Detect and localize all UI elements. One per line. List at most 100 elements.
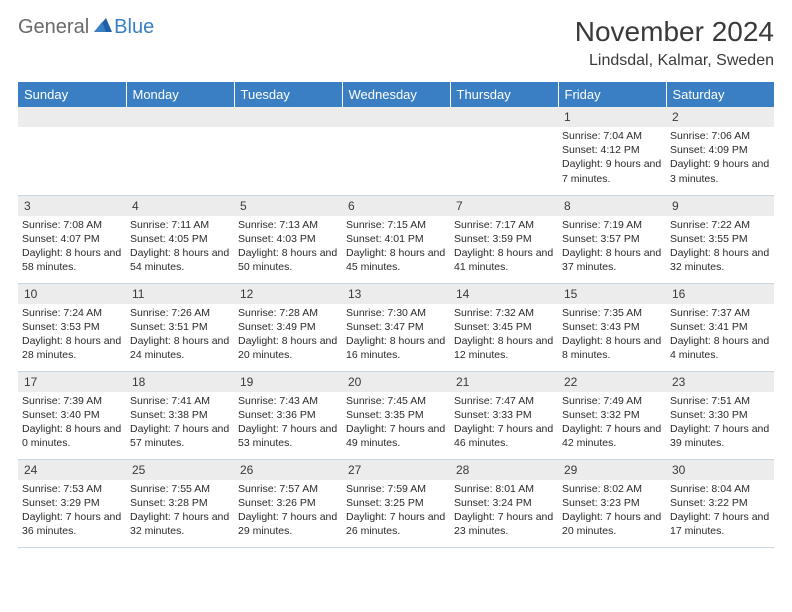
calendar-row: 17Sunrise: 7:39 AMSunset: 3:40 PMDayligh… <box>18 371 774 459</box>
calendar-row: 1Sunrise: 7:04 AMSunset: 4:12 PMDaylight… <box>18 107 774 195</box>
calendar-cell: 23Sunrise: 7:51 AMSunset: 3:30 PMDayligh… <box>666 371 774 459</box>
header: General Blue November 2024 Lindsdal, Kal… <box>18 16 774 70</box>
day-body: Sunrise: 7:51 AMSunset: 3:30 PMDaylight:… <box>666 392 774 455</box>
day-number: 4 <box>126 196 234 216</box>
day-number: 21 <box>450 372 558 392</box>
logo-text-general: General <box>18 16 89 39</box>
calendar-cell: 22Sunrise: 7:49 AMSunset: 3:32 PMDayligh… <box>558 371 666 459</box>
day-body: Sunrise: 7:49 AMSunset: 3:32 PMDaylight:… <box>558 392 666 455</box>
day-body: Sunrise: 8:01 AMSunset: 3:24 PMDaylight:… <box>450 480 558 543</box>
calendar-cell: 17Sunrise: 7:39 AMSunset: 3:40 PMDayligh… <box>18 371 126 459</box>
calendar-cell: 20Sunrise: 7:45 AMSunset: 3:35 PMDayligh… <box>342 371 450 459</box>
calendar-cell <box>450 107 558 195</box>
day-body: Sunrise: 7:06 AMSunset: 4:09 PMDaylight:… <box>666 127 774 190</box>
day-body: Sunrise: 7:22 AMSunset: 3:55 PMDaylight:… <box>666 216 774 279</box>
day-body: Sunrise: 7:17 AMSunset: 3:59 PMDaylight:… <box>450 216 558 279</box>
day-number: 25 <box>126 460 234 480</box>
day-number: 18 <box>126 372 234 392</box>
calendar-cell: 13Sunrise: 7:30 AMSunset: 3:47 PMDayligh… <box>342 283 450 371</box>
calendar-cell: 12Sunrise: 7:28 AMSunset: 3:49 PMDayligh… <box>234 283 342 371</box>
day-body: Sunrise: 8:02 AMSunset: 3:23 PMDaylight:… <box>558 480 666 543</box>
day-body: Sunrise: 7:30 AMSunset: 3:47 PMDaylight:… <box>342 304 450 367</box>
calendar-cell <box>18 107 126 195</box>
day-body: Sunrise: 8:04 AMSunset: 3:22 PMDaylight:… <box>666 480 774 543</box>
calendar-cell: 15Sunrise: 7:35 AMSunset: 3:43 PMDayligh… <box>558 283 666 371</box>
weekday-header: Sunday <box>18 82 126 107</box>
day-body: Sunrise: 7:41 AMSunset: 3:38 PMDaylight:… <box>126 392 234 455</box>
day-number-empty <box>450 107 558 127</box>
day-number: 13 <box>342 284 450 304</box>
logo: General Blue <box>18 16 154 39</box>
day-number: 5 <box>234 196 342 216</box>
day-number: 7 <box>450 196 558 216</box>
weekday-header: Tuesday <box>234 82 342 107</box>
weekday-header: Friday <box>558 82 666 107</box>
calendar-cell: 30Sunrise: 8:04 AMSunset: 3:22 PMDayligh… <box>666 459 774 547</box>
month-title: November 2024 <box>575 16 774 48</box>
calendar-cell: 11Sunrise: 7:26 AMSunset: 3:51 PMDayligh… <box>126 283 234 371</box>
calendar-cell: 3Sunrise: 7:08 AMSunset: 4:07 PMDaylight… <box>18 195 126 283</box>
calendar-cell: 29Sunrise: 8:02 AMSunset: 3:23 PMDayligh… <box>558 459 666 547</box>
day-body: Sunrise: 7:24 AMSunset: 3:53 PMDaylight:… <box>18 304 126 367</box>
day-body: Sunrise: 7:26 AMSunset: 3:51 PMDaylight:… <box>126 304 234 367</box>
title-block: November 2024 Lindsdal, Kalmar, Sweden <box>575 16 774 70</box>
day-body: Sunrise: 7:45 AMSunset: 3:35 PMDaylight:… <box>342 392 450 455</box>
day-body: Sunrise: 7:53 AMSunset: 3:29 PMDaylight:… <box>18 480 126 543</box>
day-number: 19 <box>234 372 342 392</box>
day-number: 2 <box>666 107 774 127</box>
calendar-cell: 21Sunrise: 7:47 AMSunset: 3:33 PMDayligh… <box>450 371 558 459</box>
day-body: Sunrise: 7:15 AMSunset: 4:01 PMDaylight:… <box>342 216 450 279</box>
calendar-cell <box>126 107 234 195</box>
day-number: 3 <box>18 196 126 216</box>
calendar-cell: 19Sunrise: 7:43 AMSunset: 3:36 PMDayligh… <box>234 371 342 459</box>
calendar-cell: 18Sunrise: 7:41 AMSunset: 3:38 PMDayligh… <box>126 371 234 459</box>
day-body: Sunrise: 7:59 AMSunset: 3:25 PMDaylight:… <box>342 480 450 543</box>
day-number-empty <box>234 107 342 127</box>
calendar-cell: 28Sunrise: 8:01 AMSunset: 3:24 PMDayligh… <box>450 459 558 547</box>
weekday-header: Saturday <box>666 82 774 107</box>
calendar-cell: 5Sunrise: 7:13 AMSunset: 4:03 PMDaylight… <box>234 195 342 283</box>
calendar-cell: 10Sunrise: 7:24 AMSunset: 3:53 PMDayligh… <box>18 283 126 371</box>
calendar-cell: 24Sunrise: 7:53 AMSunset: 3:29 PMDayligh… <box>18 459 126 547</box>
day-number: 30 <box>666 460 774 480</box>
day-body: Sunrise: 7:08 AMSunset: 4:07 PMDaylight:… <box>18 216 126 279</box>
day-body: Sunrise: 7:35 AMSunset: 3:43 PMDaylight:… <box>558 304 666 367</box>
day-number: 26 <box>234 460 342 480</box>
weekday-row: SundayMondayTuesdayWednesdayThursdayFrid… <box>18 82 774 107</box>
calendar-cell: 7Sunrise: 7:17 AMSunset: 3:59 PMDaylight… <box>450 195 558 283</box>
day-number: 11 <box>126 284 234 304</box>
logo-triangle-icon <box>94 18 112 37</box>
day-body: Sunrise: 7:55 AMSunset: 3:28 PMDaylight:… <box>126 480 234 543</box>
calendar-cell: 25Sunrise: 7:55 AMSunset: 3:28 PMDayligh… <box>126 459 234 547</box>
calendar-row: 10Sunrise: 7:24 AMSunset: 3:53 PMDayligh… <box>18 283 774 371</box>
day-body: Sunrise: 7:11 AMSunset: 4:05 PMDaylight:… <box>126 216 234 279</box>
day-number: 22 <box>558 372 666 392</box>
day-number: 23 <box>666 372 774 392</box>
day-number: 20 <box>342 372 450 392</box>
day-number: 1 <box>558 107 666 127</box>
day-body: Sunrise: 7:13 AMSunset: 4:03 PMDaylight:… <box>234 216 342 279</box>
day-body: Sunrise: 7:39 AMSunset: 3:40 PMDaylight:… <box>18 392 126 455</box>
calendar-table: SundayMondayTuesdayWednesdayThursdayFrid… <box>18 82 774 548</box>
day-number: 15 <box>558 284 666 304</box>
day-number: 12 <box>234 284 342 304</box>
calendar-head: SundayMondayTuesdayWednesdayThursdayFrid… <box>18 82 774 107</box>
day-body: Sunrise: 7:43 AMSunset: 3:36 PMDaylight:… <box>234 392 342 455</box>
calendar-cell: 26Sunrise: 7:57 AMSunset: 3:26 PMDayligh… <box>234 459 342 547</box>
day-number-empty <box>126 107 234 127</box>
calendar-cell: 14Sunrise: 7:32 AMSunset: 3:45 PMDayligh… <box>450 283 558 371</box>
day-body: Sunrise: 7:37 AMSunset: 3:41 PMDaylight:… <box>666 304 774 367</box>
day-body: Sunrise: 7:04 AMSunset: 4:12 PMDaylight:… <box>558 127 666 190</box>
day-number: 9 <box>666 196 774 216</box>
day-body: Sunrise: 7:57 AMSunset: 3:26 PMDaylight:… <box>234 480 342 543</box>
weekday-header: Monday <box>126 82 234 107</box>
calendar-cell: 9Sunrise: 7:22 AMSunset: 3:55 PMDaylight… <box>666 195 774 283</box>
calendar-body: 1Sunrise: 7:04 AMSunset: 4:12 PMDaylight… <box>18 107 774 547</box>
day-number-empty <box>342 107 450 127</box>
day-number: 27 <box>342 460 450 480</box>
day-number: 24 <box>18 460 126 480</box>
day-number-empty <box>18 107 126 127</box>
day-body: Sunrise: 7:32 AMSunset: 3:45 PMDaylight:… <box>450 304 558 367</box>
day-number: 29 <box>558 460 666 480</box>
day-number: 6 <box>342 196 450 216</box>
